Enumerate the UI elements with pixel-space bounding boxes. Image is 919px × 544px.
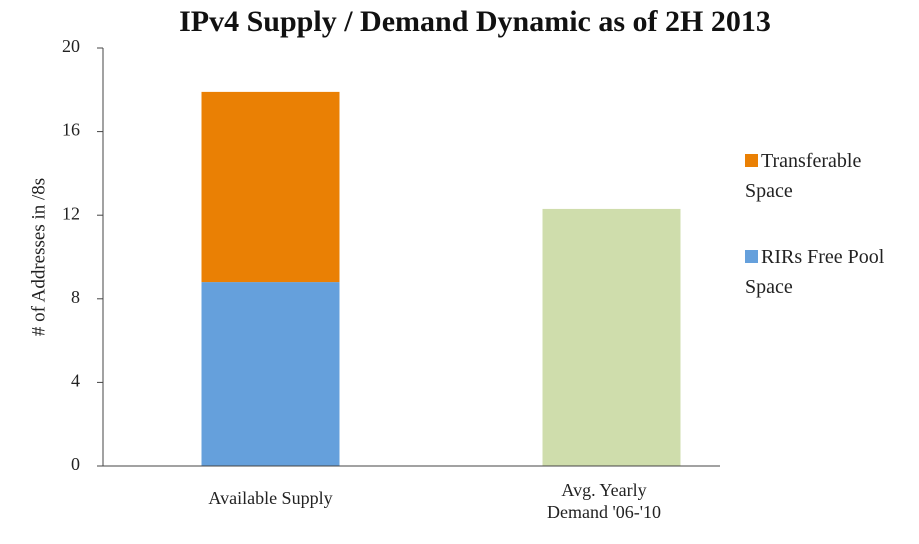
legend-entry: Transferable Space [745, 146, 910, 206]
bar-segment [201, 282, 340, 466]
legend-swatch [745, 154, 758, 167]
legend-entry: RIRs Free Pool Space [745, 242, 910, 302]
x-tick-label: Avg. Yearly Demand '06-'10 [547, 480, 661, 522]
chart-title: IPv4 Supply / Demand Dynamic as of 2H 20… [179, 5, 771, 38]
legend-label: RIRs Free Pool Space [745, 246, 885, 298]
x-tick-label: Available Supply [208, 488, 333, 508]
y-tick-label: 20 [62, 36, 80, 56]
bar-segment [201, 91, 340, 283]
y-tick-label: 0 [71, 454, 80, 474]
bar-segment [542, 208, 681, 466]
y-tick-label: 12 [62, 203, 80, 223]
legend-swatch [745, 250, 758, 263]
y-tick-label: 4 [71, 371, 80, 391]
y-axis-label: # of Addresses in /8s [28, 178, 49, 336]
y-tick-label: 8 [71, 287, 80, 307]
y-tick-label: 16 [62, 120, 80, 140]
legend-label: Transferable Space [745, 150, 862, 202]
